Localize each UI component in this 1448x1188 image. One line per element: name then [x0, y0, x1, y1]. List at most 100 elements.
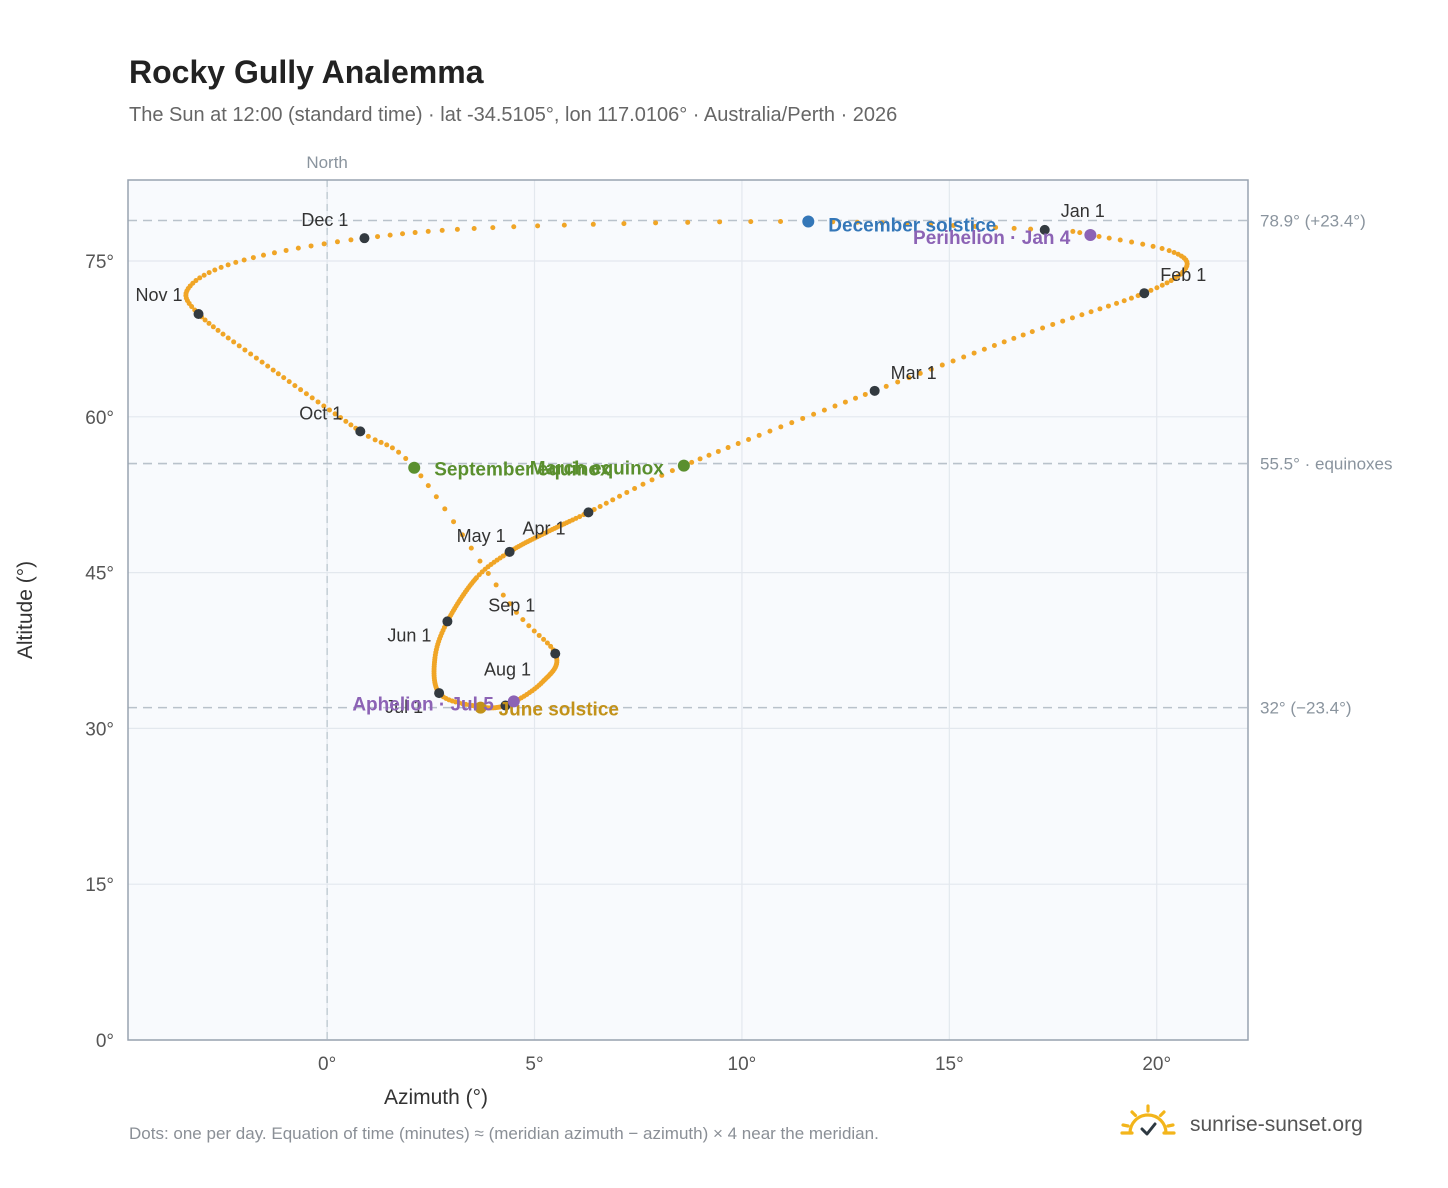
day-dot [548, 643, 554, 649]
day-dot [1011, 335, 1017, 341]
day-dot [212, 267, 218, 273]
day-dot [597, 503, 603, 509]
month-marker-label: Dec 1 [301, 210, 348, 230]
day-dot [265, 363, 271, 369]
month-marker-label: Jun 1 [387, 625, 431, 645]
day-dot [1029, 329, 1035, 335]
month-marker-dot [500, 700, 511, 711]
day-dot [303, 391, 309, 397]
day-dot [343, 418, 349, 424]
day-dot [1088, 309, 1094, 315]
reference-line-label: 32° (−23.4°) [1260, 699, 1352, 718]
day-dot [1001, 339, 1007, 345]
day-dot [756, 432, 762, 438]
month-marker-dot [583, 507, 594, 518]
month-marker-dot [193, 308, 204, 319]
month-marker-dot [504, 546, 515, 557]
month-marker-dot [355, 426, 366, 437]
event-marker-label: Aphelion · Jul 5 [352, 694, 494, 715]
day-dot [883, 383, 889, 389]
day-dot [210, 324, 216, 330]
day-dot [610, 497, 616, 503]
day-dot [372, 437, 378, 443]
event-marker-label: March equinox [530, 459, 665, 480]
day-dot [632, 485, 638, 491]
day-dot [281, 375, 287, 381]
day-dot [218, 264, 224, 270]
day-dot [697, 456, 703, 462]
day-dot [511, 224, 517, 230]
day-dot [507, 601, 513, 607]
y-axis-title: Altitude (°) [14, 561, 37, 659]
day-dot [520, 617, 526, 623]
day-dot [292, 383, 298, 389]
day-dot [384, 442, 390, 448]
month-marker-label: Apr 1 [522, 518, 565, 538]
day-dot [1166, 248, 1172, 254]
day-dot [853, 395, 859, 401]
day-dot [459, 532, 465, 538]
day-dot [544, 640, 550, 646]
day-dot [309, 395, 315, 401]
day-dot [241, 257, 247, 263]
day-dot [778, 424, 784, 430]
month-marker-label: May 1 [457, 526, 506, 546]
event-marker-label: September equinox [434, 460, 611, 481]
month-marker-label: Feb 1 [1160, 265, 1206, 285]
x-tick-label: 10° [728, 1054, 757, 1075]
day-dot [767, 428, 773, 434]
day-dot [640, 481, 646, 487]
north-label: North [306, 153, 348, 172]
day-dot [412, 230, 418, 236]
day-dot [454, 226, 460, 232]
day-dot [689, 459, 695, 465]
day-dot [1105, 303, 1111, 309]
month-marker-label: Mar 1 [891, 363, 937, 383]
day-dot [950, 358, 956, 364]
day-dot [800, 415, 806, 421]
day-dot [433, 494, 439, 500]
day-dot [725, 445, 731, 451]
day-dot [735, 441, 741, 447]
month-marker-dot [442, 616, 453, 627]
day-dot [271, 250, 277, 256]
day-dot [233, 259, 239, 265]
day-dot [1096, 233, 1102, 239]
day-dot [1114, 300, 1120, 306]
day-dot [1171, 249, 1177, 255]
day-dot [220, 331, 226, 337]
day-dot [1077, 230, 1083, 236]
day-dot [485, 570, 491, 576]
reference-lines: North 78.9° (+23.4°) 55.5° · equinoxes 32° … [128, 153, 1393, 1040]
event-marker-dot [474, 701, 487, 714]
day-dot [950, 223, 956, 229]
y-tick-label: 0° [96, 1031, 114, 1052]
day-dot [972, 223, 978, 229]
day-dot [715, 448, 721, 454]
reference-line-label: 78.9° (+23.4°) [1260, 212, 1366, 231]
day-dot [378, 439, 384, 445]
day-dot [526, 623, 532, 629]
day-dot [1097, 306, 1103, 312]
day-dot [830, 219, 836, 225]
y-tick-label: 30° [85, 719, 114, 740]
event-marker-dot [507, 695, 520, 708]
day-dot [1168, 278, 1174, 284]
day-dot [253, 355, 259, 361]
day-dot [1106, 235, 1112, 241]
reference-line-label: 55.5° · equinoxes [1260, 455, 1393, 474]
day-dot [286, 379, 292, 385]
day-dot [842, 399, 848, 405]
day-dot [477, 558, 483, 564]
month-marker-dot [359, 233, 370, 244]
day-dot [298, 387, 304, 393]
chart-subtitle: The Sun at 12:00 (standard time) · lat -… [129, 104, 898, 126]
day-dot [225, 262, 231, 268]
day-dot [270, 367, 276, 373]
day-dot [206, 320, 212, 326]
brand[interactable]: sunrise-sunset.org [1120, 1103, 1363, 1147]
y-tick-label: 75° [85, 252, 114, 273]
day-dot [1070, 228, 1076, 234]
day-dot [1011, 225, 1017, 231]
month-marker-label: Jul 1 [385, 697, 423, 717]
